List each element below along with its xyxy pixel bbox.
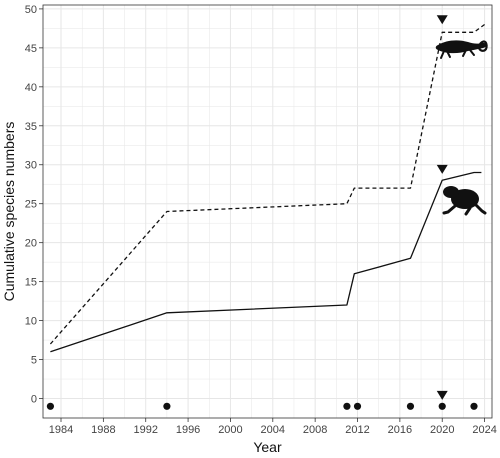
y-tick-label: 0	[31, 394, 37, 406]
salamander-legs	[440, 49, 475, 59]
x-tick-label: 2004	[261, 424, 285, 436]
triangle-marker	[436, 390, 448, 400]
x-axis-ticks: 1984 1988 1992 1996 2000 2004 2008 2012 2016 2020…	[49, 418, 497, 436]
x-tick-label: 1984	[49, 424, 73, 436]
icons-layer	[435, 40, 488, 216]
y-tick-label: 35	[25, 121, 37, 133]
x-tick-label: 1996	[176, 424, 200, 436]
x-tick-label: 2016	[388, 424, 412, 436]
x-tick-label: 1988	[91, 424, 115, 436]
x-tick-label: 1992	[133, 424, 157, 436]
event-point	[438, 402, 446, 410]
frog-head	[443, 186, 459, 198]
y-tick-label: 10	[25, 316, 37, 328]
x-axis-title: Year	[253, 439, 282, 455]
y-tick-label: 5	[31, 355, 37, 367]
salamander-tail	[477, 40, 488, 52]
x-tick-label: 2012	[345, 424, 369, 436]
y-tick-label: 15	[25, 277, 37, 289]
y-tick-label: 25	[25, 199, 37, 211]
event-point	[343, 402, 351, 410]
y-axis-title: Cumulative species numbers	[1, 122, 17, 302]
x-tick-label: 2020	[430, 424, 454, 436]
series-line-1-dashed	[49, 23, 485, 345]
x-tick-label: 2008	[303, 424, 327, 436]
triangle-marker	[436, 164, 448, 174]
salamander-body	[435, 40, 487, 54]
event-point	[46, 402, 55, 410]
y-tick-label: 50	[25, 4, 37, 16]
y-axis-ticks: 0 5 10 15 20 25 30 35 40 45 50	[25, 4, 43, 406]
event-point	[353, 402, 362, 410]
y-tick-label: 20	[25, 238, 37, 250]
grid	[43, 5, 492, 418]
series-line-2-solid	[50, 171, 482, 353]
series-layer	[46, 15, 485, 410]
event-point	[470, 402, 478, 410]
event-point	[163, 402, 171, 410]
x-tick-label: 2000	[218, 424, 242, 436]
event-point	[406, 402, 415, 410]
triangle-marker	[436, 15, 448, 25]
frog-icon	[442, 186, 487, 216]
plot-panel-border	[42, 4, 493, 419]
y-tick-label: 30	[25, 160, 37, 172]
y-tick-label: 45	[25, 43, 37, 55]
frog-legs	[442, 202, 487, 216]
x-tick-label: 2024	[472, 424, 496, 436]
salamander-icon	[435, 40, 488, 59]
y-tick-label: 40	[25, 82, 37, 94]
